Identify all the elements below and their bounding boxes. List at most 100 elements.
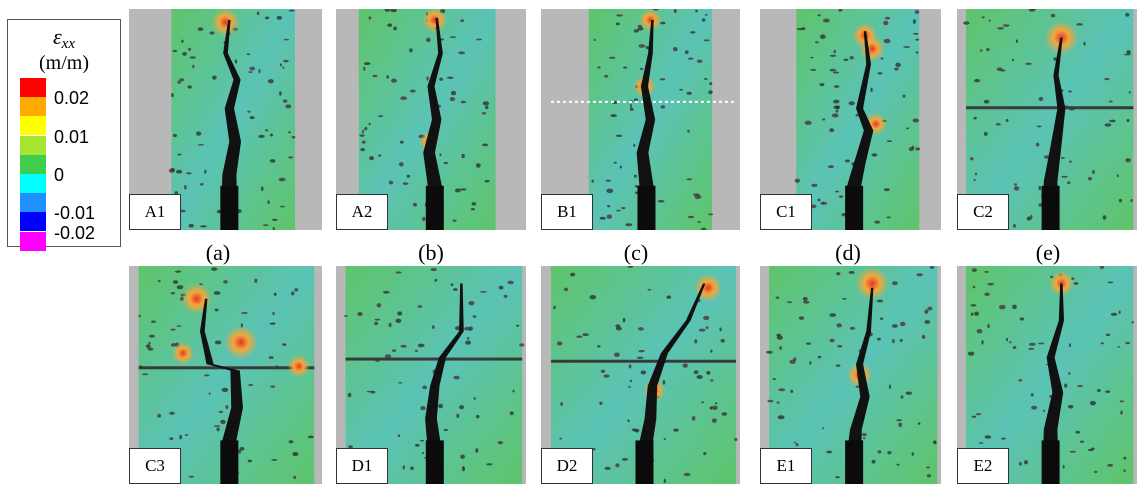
speckle-pore <box>705 326 709 330</box>
speckle-pore <box>1061 175 1068 178</box>
speckle-pore <box>633 98 639 102</box>
strain-hotspot <box>211 9 240 37</box>
speckle-pore <box>627 266 634 269</box>
speckle-pore <box>981 340 984 345</box>
speckle-pore <box>188 47 192 52</box>
speckle-pore <box>426 76 429 81</box>
speckle-pore <box>659 78 666 81</box>
speckle-pore <box>186 172 192 175</box>
speckle-pore <box>628 385 631 388</box>
crack <box>1042 283 1064 484</box>
speckle-pore <box>438 403 444 409</box>
speckle-pore <box>1069 160 1072 163</box>
speckle-pore <box>1026 216 1032 221</box>
speckle-pore <box>708 213 714 216</box>
speckle-pore <box>279 91 282 96</box>
legend-swatch <box>20 231 46 251</box>
speckle-pore <box>599 401 603 405</box>
speckle-pore <box>894 67 899 71</box>
speckle-pore <box>973 179 976 182</box>
speckle-pore <box>177 153 182 156</box>
strain-hotspot <box>422 9 448 33</box>
speckle-pore <box>701 18 706 22</box>
speckle-pore <box>874 220 881 224</box>
speckle-pore <box>1092 170 1095 175</box>
speckle-pore <box>779 346 783 350</box>
speckle-pore <box>1002 24 1010 27</box>
speckle-pore <box>926 466 931 469</box>
caption-c: (c) <box>623 240 649 265</box>
speckle-pore <box>267 79 274 84</box>
speckle-pore <box>393 26 397 31</box>
speckle-pore <box>443 428 448 432</box>
speckle-pore <box>633 174 637 178</box>
speckle-pore <box>1125 12 1130 17</box>
speckle-pore <box>195 131 202 136</box>
speckle-pore <box>1104 123 1112 127</box>
caption-b: (b) <box>418 240 444 265</box>
speckle-pore <box>795 443 799 447</box>
speckle-pore <box>1028 9 1036 12</box>
speckle-pore <box>1131 320 1134 324</box>
speckle-pore <box>848 270 855 274</box>
speckle-pore <box>1069 450 1077 453</box>
speckle-pore <box>833 49 837 54</box>
strain-field-image <box>957 9 1137 230</box>
speckle-pore <box>821 201 825 205</box>
speckle-pore <box>1038 203 1043 207</box>
speckle-pore <box>967 351 975 356</box>
speckle-pore <box>422 385 428 390</box>
speckle-pore <box>804 120 812 126</box>
speckle-pore <box>871 153 878 157</box>
speckle-pore <box>633 143 636 147</box>
speckle-pore <box>569 272 576 277</box>
speckle-pore <box>364 126 368 131</box>
speckle-pore <box>710 379 714 382</box>
speckle-pore <box>828 165 834 169</box>
speckle-pore <box>272 311 275 316</box>
speckle-pore <box>1012 304 1017 310</box>
notch <box>1041 185 1060 230</box>
speckle-pore <box>619 165 622 169</box>
speckle-pore <box>269 133 274 137</box>
speckle-pore <box>682 363 688 368</box>
speckle-pore <box>519 343 525 347</box>
speckle-pore <box>223 280 228 284</box>
speckle-pore <box>378 154 382 157</box>
speckle-pore <box>629 107 634 111</box>
speckle-pore <box>582 333 589 337</box>
notch <box>1041 440 1060 484</box>
speckle-pore <box>439 77 444 81</box>
speckle-pore <box>701 401 705 404</box>
speckle-pore <box>368 16 372 20</box>
speckle-pore <box>170 292 176 295</box>
speckle-pore <box>1030 214 1033 219</box>
speckle-pore <box>189 56 196 59</box>
crack <box>636 20 656 230</box>
speckle-pore <box>683 472 691 477</box>
horizontal-joint <box>550 359 737 363</box>
speckle-pore <box>359 134 365 137</box>
speckle-pore <box>273 292 277 296</box>
speckle-pore <box>625 223 633 227</box>
speckle-pore <box>970 312 974 316</box>
speckle-pore <box>1050 13 1056 18</box>
speckle-pore <box>833 99 840 104</box>
speckle-pore <box>915 147 921 151</box>
speckle-pore <box>983 99 990 104</box>
speckle-pore <box>400 96 408 101</box>
speckle-pore <box>475 448 479 453</box>
speckle-pore <box>1126 50 1131 55</box>
speckle-pore <box>264 16 270 20</box>
speckle-pore <box>986 47 990 52</box>
speckle-pore <box>697 221 701 223</box>
speckle-pore <box>912 19 916 24</box>
strain-field-image <box>336 266 526 484</box>
speckle-pore <box>453 375 460 380</box>
strain-field-image <box>541 9 740 230</box>
speckle-pore <box>1079 440 1085 443</box>
speckle-pore <box>835 190 840 193</box>
speckle-pore <box>1102 215 1107 220</box>
speckle-pore <box>402 182 409 185</box>
speckle-pore <box>976 328 983 334</box>
